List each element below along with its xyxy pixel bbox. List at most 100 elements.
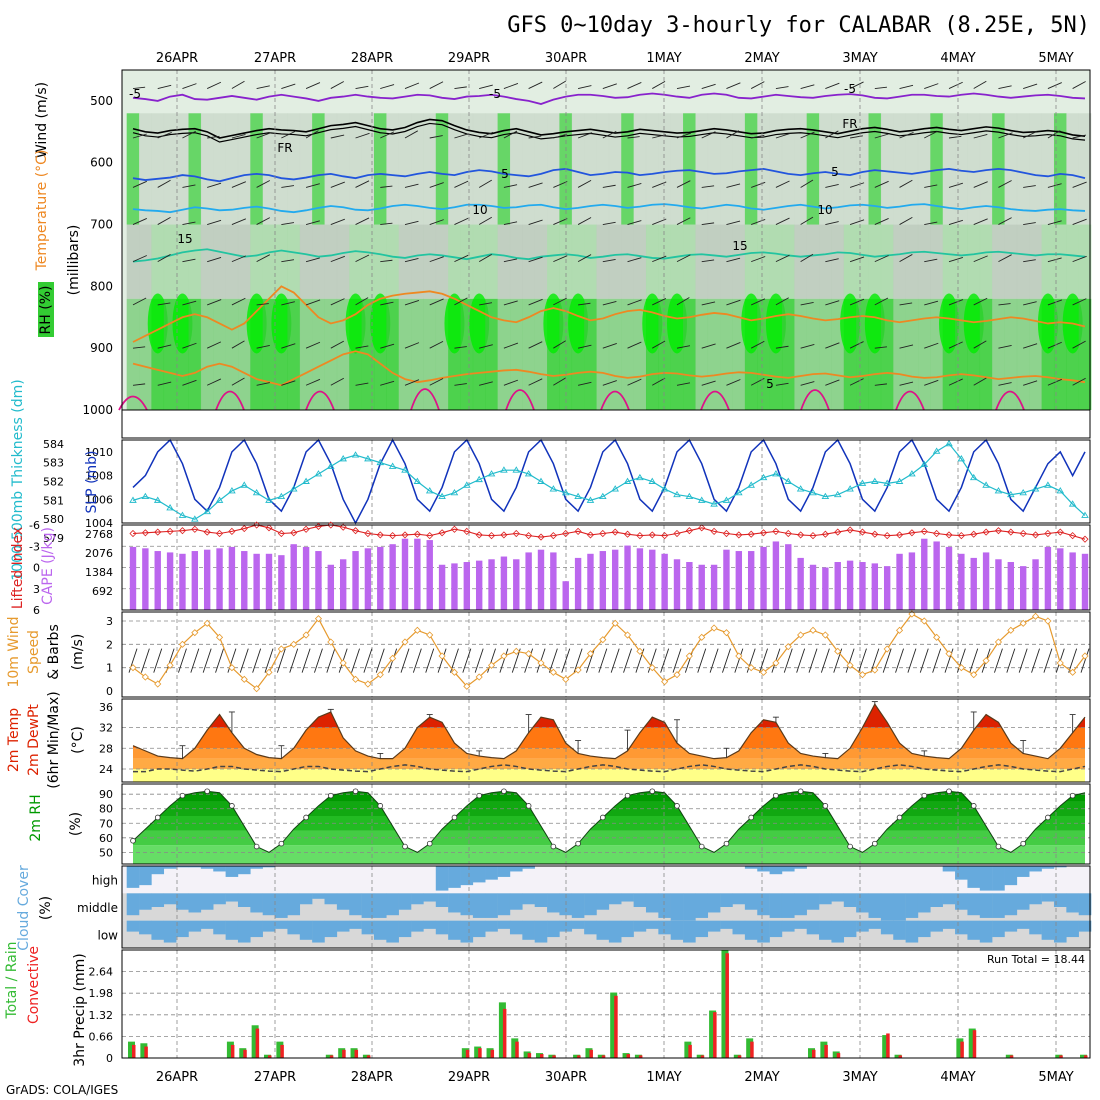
cloud-cell — [472, 866, 486, 883]
wind-barb — [849, 298, 865, 306]
wind-barb — [1023, 301, 1037, 306]
rh-core-blob — [370, 293, 391, 354]
li-tick: -3 — [29, 540, 40, 553]
precip-conv-bar — [255, 1028, 260, 1058]
wind-barb — [849, 256, 865, 263]
wind-barb — [701, 222, 715, 225]
wind-barb — [157, 84, 172, 89]
cape-bar — [1032, 559, 1039, 610]
wind-barb — [330, 81, 345, 89]
wind-barb — [528, 256, 543, 263]
wind-barb — [899, 179, 913, 188]
thickness-point — [611, 485, 619, 492]
precip-total-bar — [733, 1054, 741, 1058]
precip-total-bar — [511, 1038, 519, 1058]
rh2m-label: 2m RH — [28, 794, 44, 841]
li-point — [525, 532, 533, 540]
cloud-cell — [225, 866, 239, 877]
wind-barb — [454, 180, 469, 188]
cloud-cell — [176, 893, 189, 910]
wind-barb — [182, 258, 196, 263]
cape-bar — [636, 548, 644, 610]
cloud-cell — [707, 920, 721, 932]
li-point — [1007, 528, 1015, 536]
profile-frame — [121, 69, 1091, 439]
cloud-cell — [992, 920, 1005, 938]
rh-point — [501, 788, 507, 795]
cape-bar — [278, 555, 285, 610]
wind-barb — [355, 345, 369, 349]
wind-barb — [998, 382, 1012, 386]
wind10-barb — [400, 648, 410, 673]
profile-y-tick: 800 — [90, 279, 113, 293]
wind-barb — [676, 297, 690, 306]
wind10-barb — [796, 648, 806, 673]
cape-bar — [846, 560, 854, 610]
rh-point — [154, 814, 161, 821]
rh-high-cell — [1053, 113, 1067, 225]
mb-axis-label: (millibars) — [66, 225, 82, 296]
rh-point — [402, 843, 408, 850]
li-point — [549, 532, 557, 540]
wind10-barb — [734, 648, 744, 673]
cloud-cell — [720, 893, 733, 907]
cape-bar — [438, 564, 446, 610]
cloud-cell — [868, 893, 882, 918]
wind10-point — [240, 675, 248, 683]
rh-high-cell — [571, 113, 585, 225]
thickness-point — [339, 454, 347, 462]
wind10-point — [314, 615, 323, 623]
rh-mid-cell — [769, 224, 783, 299]
rh-high-cell — [411, 113, 424, 225]
wind-barb — [800, 253, 814, 263]
slp-tick: 1008 — [85, 470, 113, 483]
wind10-point — [562, 675, 570, 683]
cloud-cell — [126, 920, 140, 932]
dewpt-label: 2m DewPt — [26, 704, 42, 776]
rh-point — [204, 788, 210, 795]
cloud-cell — [1004, 866, 1018, 886]
wind-barb — [948, 256, 963, 263]
wind-barb — [503, 130, 518, 139]
wind-barb — [577, 85, 592, 89]
wind10-barb — [647, 648, 657, 673]
precip-conv-bar — [490, 1049, 495, 1058]
wind10-point — [351, 675, 360, 683]
cloud-cell — [1066, 893, 1079, 913]
cloud-cell — [744, 866, 758, 869]
cloud-cell — [151, 893, 165, 907]
cape-bar — [735, 551, 743, 610]
wind-barb — [874, 346, 887, 349]
wind-barb — [503, 221, 518, 225]
wind10-point — [364, 680, 372, 688]
wind10-barb — [895, 648, 904, 673]
contour-orange-1 — [132, 285, 1086, 343]
wind-barb — [652, 255, 667, 263]
wind-barb — [701, 301, 716, 306]
wind10-barb — [907, 648, 917, 673]
wind-barb — [528, 135, 542, 139]
cloud-cell — [781, 893, 795, 918]
cloud-cell — [930, 920, 943, 932]
li-point — [945, 531, 953, 539]
li-point — [982, 528, 990, 536]
cloud-cell — [534, 920, 548, 943]
wind10-point — [871, 666, 879, 674]
rh-point — [723, 840, 730, 847]
wind-barb — [355, 180, 370, 188]
profile-y-tick: 500 — [90, 94, 113, 108]
wind-barb — [1072, 377, 1086, 386]
wind-barb — [503, 184, 518, 188]
wind10-barb — [561, 648, 571, 673]
cloud-cell — [250, 866, 263, 869]
wind-barb — [701, 131, 716, 139]
rh-low-cell — [485, 298, 498, 410]
cloud-cell — [683, 920, 696, 943]
precip-tick: 1.98 — [89, 987, 114, 1000]
profile-y-tick: 1000 — [82, 403, 113, 417]
thickness-point — [1044, 481, 1052, 488]
rh-low-cell — [695, 298, 709, 410]
wind-barb — [132, 297, 147, 306]
li-point — [1044, 529, 1052, 538]
rh-high-cell — [497, 113, 511, 225]
